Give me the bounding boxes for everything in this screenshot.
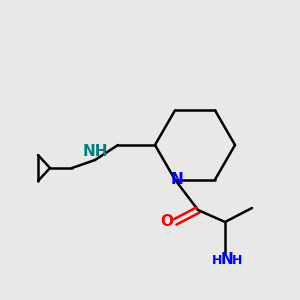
Text: N: N (171, 172, 183, 187)
Text: NH: NH (82, 145, 108, 160)
Text: N: N (220, 251, 233, 266)
Text: H: H (232, 254, 242, 268)
Text: H: H (212, 254, 222, 268)
Text: O: O (160, 214, 173, 230)
